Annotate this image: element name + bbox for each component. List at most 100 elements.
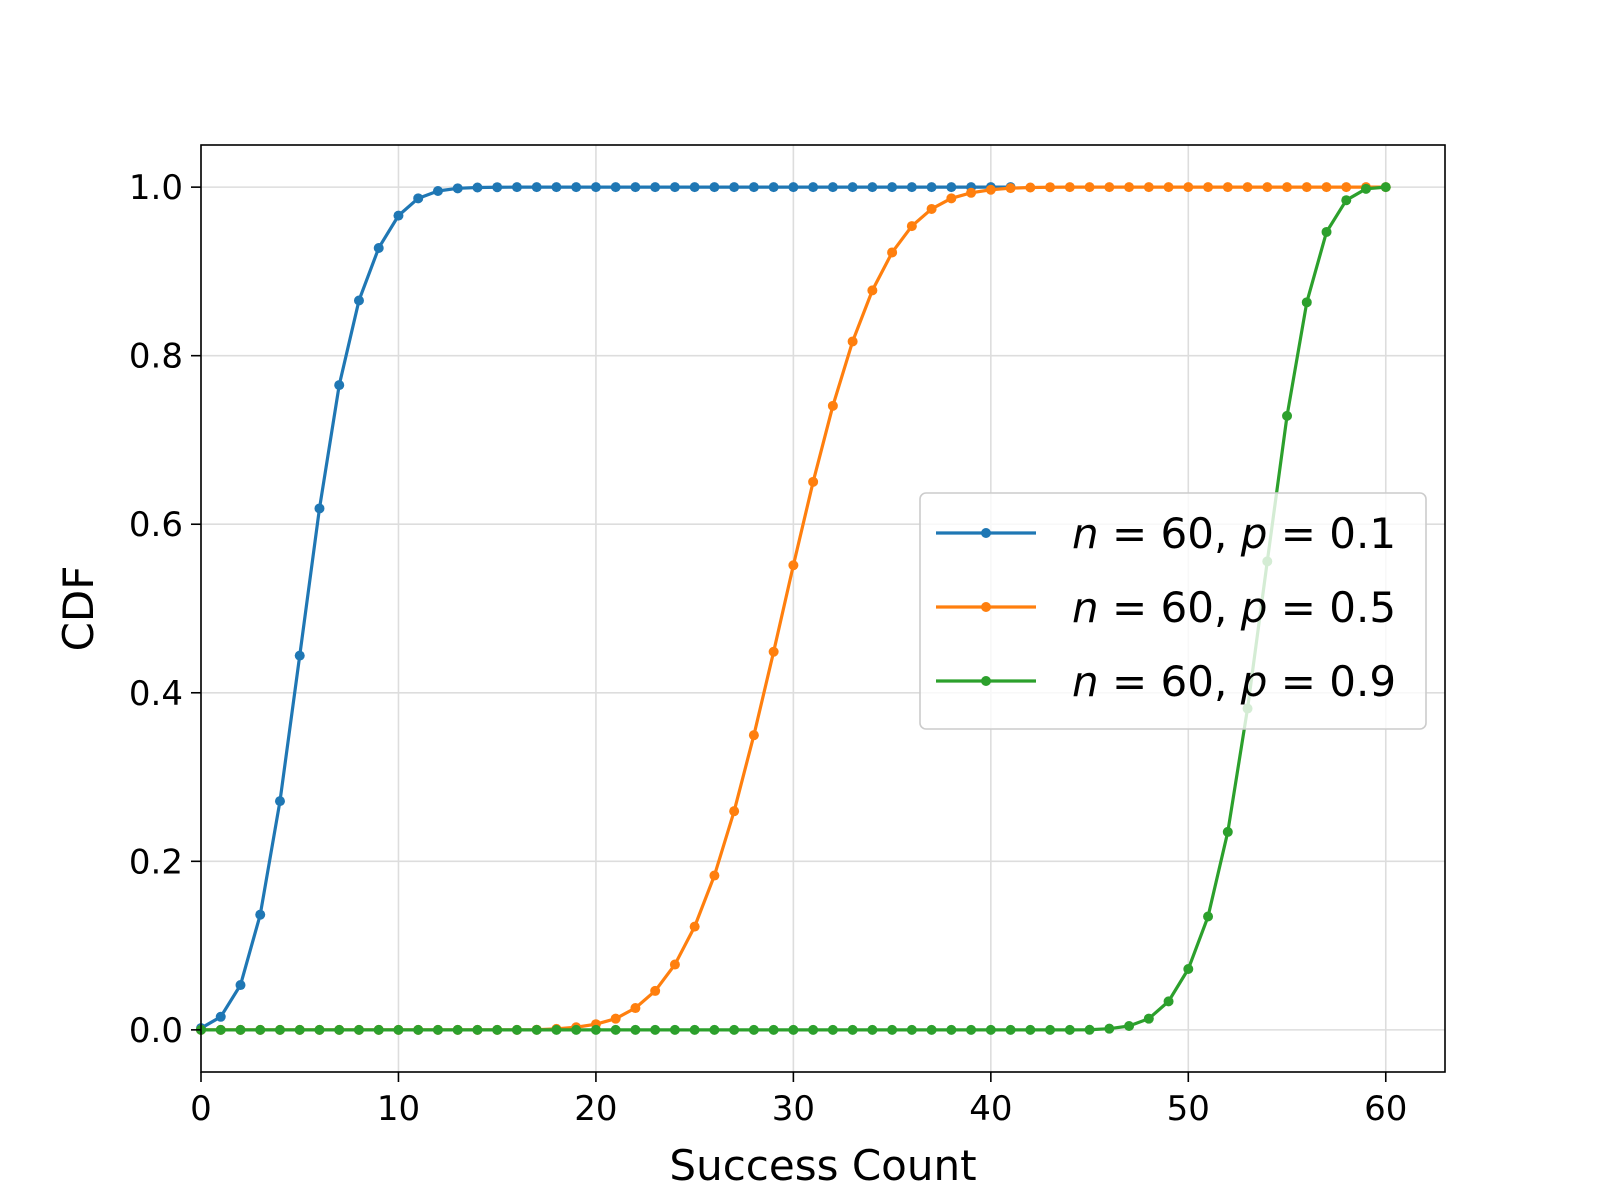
- data-point: [1005, 1024, 1016, 1035]
- data-point: [1064, 182, 1075, 193]
- data-point: [1282, 410, 1293, 421]
- data-point: [788, 182, 799, 193]
- data-point: [571, 182, 582, 193]
- data-point: [946, 182, 957, 193]
- data-point: [1163, 182, 1174, 193]
- data-point: [847, 182, 858, 193]
- data-point: [274, 796, 285, 807]
- data-point: [847, 336, 858, 347]
- data-point: [650, 1024, 661, 1035]
- legend-marker: [981, 528, 991, 538]
- data-point: [1321, 226, 1332, 237]
- x-tick-label: 40: [969, 1089, 1012, 1129]
- data-point: [1183, 964, 1194, 975]
- data-point: [551, 182, 562, 193]
- data-point: [748, 730, 759, 741]
- x-tick-label: 0: [190, 1089, 212, 1129]
- data-point: [413, 1024, 424, 1035]
- y-tick-label: 0.6: [129, 505, 183, 545]
- data-point: [452, 1024, 463, 1035]
- data-point: [748, 182, 759, 193]
- data-point: [393, 1024, 404, 1035]
- data-point: [985, 184, 996, 195]
- data-point: [729, 182, 740, 193]
- y-tick-label: 0.2: [129, 842, 183, 882]
- data-point: [650, 985, 661, 996]
- data-point: [452, 183, 463, 194]
- data-point: [887, 1024, 898, 1035]
- data-point: [1124, 182, 1135, 193]
- legend-box: [919, 492, 1427, 730]
- data-point: [531, 1024, 542, 1035]
- data-point: [334, 380, 345, 391]
- data-point: [650, 182, 661, 193]
- data-point: [1025, 1024, 1036, 1035]
- data-point: [985, 1024, 996, 1035]
- data-point: [1143, 182, 1154, 193]
- data-point: [393, 210, 404, 221]
- data-point: [511, 182, 522, 193]
- data-point: [946, 1024, 957, 1035]
- data-point: [1163, 996, 1174, 1007]
- legend-marker: [981, 602, 991, 612]
- data-point: [669, 182, 680, 193]
- x-tick-label: 10: [377, 1089, 420, 1129]
- data-point: [768, 1024, 779, 1035]
- y-axis-label: CDF: [54, 566, 103, 652]
- legend-marker: [981, 676, 991, 686]
- data-point: [1222, 182, 1233, 193]
- data-point: [294, 1024, 305, 1035]
- data-point: [590, 182, 601, 193]
- data-point: [669, 959, 680, 970]
- data-point: [926, 1024, 937, 1035]
- data-point: [1124, 1020, 1135, 1031]
- data-point: [1045, 182, 1056, 193]
- data-point: [847, 1024, 858, 1035]
- x-axis-label: Success Count: [669, 1141, 976, 1190]
- data-point: [748, 1024, 759, 1035]
- data-point: [906, 1024, 917, 1035]
- data-point: [373, 1024, 384, 1035]
- data-point: [729, 806, 740, 817]
- data-point: [768, 182, 779, 193]
- legend-label: n = 60, p = 0.9: [1072, 657, 1396, 706]
- legend-entry: n = 60, p = 0.9: [936, 657, 1396, 706]
- x-tick-label: 50: [1167, 1089, 1210, 1129]
- data-point: [1203, 911, 1214, 922]
- data-point: [827, 400, 838, 411]
- data-point: [373, 242, 384, 253]
- data-point: [906, 221, 917, 232]
- data-point: [669, 1024, 680, 1035]
- data-point: [1321, 182, 1332, 193]
- data-point: [788, 1024, 799, 1035]
- data-point: [1341, 182, 1352, 193]
- data-point: [906, 182, 917, 193]
- x-tick-label: 60: [1364, 1089, 1407, 1129]
- data-point: [492, 182, 503, 193]
- data-point: [689, 182, 700, 193]
- data-point: [432, 186, 443, 197]
- data-point: [1301, 297, 1312, 308]
- data-point: [788, 560, 799, 571]
- data-point: [1005, 183, 1016, 194]
- x-tick-label: 30: [772, 1089, 815, 1129]
- data-point: [1262, 182, 1273, 193]
- data-point: [353, 295, 364, 306]
- data-point: [966, 1024, 977, 1035]
- data-point: [353, 1024, 364, 1035]
- data-point: [1104, 1023, 1115, 1034]
- data-point: [729, 1024, 740, 1035]
- axis-ticks: 0 10 20 30 40 50 60 0.0 0.2 0.4 0.6 0.8 1.0: [129, 168, 1407, 1129]
- data-point: [1143, 1013, 1154, 1024]
- data-point: [551, 1024, 562, 1035]
- data-point: [1361, 183, 1372, 194]
- data-point: [334, 1024, 345, 1035]
- data-point: [1282, 182, 1293, 193]
- data-point: [531, 182, 542, 193]
- legend-entry: n = 60, p = 0.1: [936, 509, 1396, 558]
- data-point: [709, 1024, 720, 1035]
- data-point: [827, 182, 838, 193]
- data-point: [610, 182, 621, 193]
- data-point: [887, 182, 898, 193]
- data-point: [413, 193, 424, 204]
